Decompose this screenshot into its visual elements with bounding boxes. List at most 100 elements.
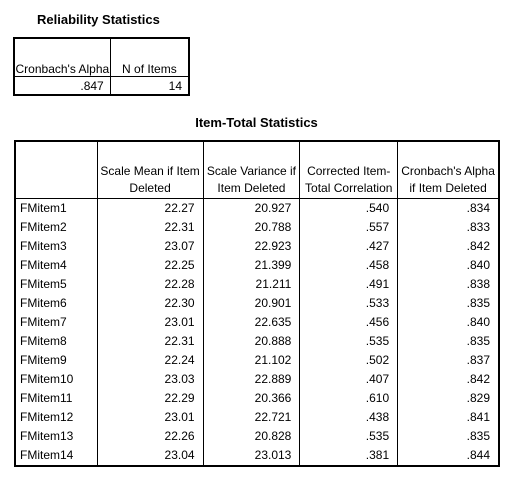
item-label: FMitem7 xyxy=(15,313,98,332)
scale-variance-cell: 21.399 xyxy=(203,256,301,275)
alpha-if-deleted-cell: .835 xyxy=(466,429,490,443)
item-header xyxy=(15,141,98,199)
corrected-correlation-cell: .535 xyxy=(299,332,399,351)
alpha-if-deleted-cell: .833 xyxy=(466,220,490,234)
item-label: FMitem6 xyxy=(15,294,98,313)
table-row: FMitem7 23.01 22.635.456 .840 xyxy=(15,313,499,332)
scale-variance-cell: 22.923 xyxy=(203,237,301,256)
scale-variance-cell: 20.927 xyxy=(203,198,301,218)
scale-variance-cell: 21.102 xyxy=(203,351,301,370)
corrected-correlation-cell: .438 xyxy=(299,408,399,427)
item-label: FMitem1 xyxy=(15,198,98,218)
scale-mean-cell: 22.31 xyxy=(97,332,204,351)
corrected-correlation-cell: .540 xyxy=(299,198,399,218)
corrected-correlation-cell: .456 xyxy=(299,313,399,332)
corrected-correlation-cell: .427 xyxy=(299,237,399,256)
corrected-correlation-cell: .533 xyxy=(299,294,399,313)
reliability-statistics-table: Cronbach's Alpha N of Items .847 14 xyxy=(13,37,190,96)
table-row: FMitem6 22.30 20.901.533 .835 xyxy=(15,294,499,313)
alpha-if-deleted-cell: .829 xyxy=(466,391,490,405)
table-row: FMitem14 23.04 23.013.381 .844 xyxy=(15,446,499,466)
table-row: FMitem8 22.31 20.888.535 .835 xyxy=(15,332,499,351)
item-label: FMitem11 xyxy=(15,389,98,408)
scale-mean-header: Scale Mean if Item Deleted xyxy=(97,141,204,199)
scale-mean-cell: 23.03 xyxy=(97,370,204,389)
alpha-if-deleted-cell: .835 xyxy=(466,296,490,310)
item-label: FMitem13 xyxy=(15,427,98,446)
table-row: FMitem5 22.28 21.211.491 .838 xyxy=(15,275,499,294)
alpha-if-deleted-cell: .837 xyxy=(466,353,490,367)
item-label: FMitem12 xyxy=(15,408,98,427)
scale-variance-cell: 22.635 xyxy=(203,313,301,332)
item-label: FMitem8 xyxy=(15,332,98,351)
item-label: FMitem3 xyxy=(15,237,98,256)
scale-mean-cell: 22.31 xyxy=(97,218,204,237)
scale-variance-cell: 20.828 xyxy=(203,427,301,446)
scale-mean-cell: 23.01 xyxy=(97,408,204,427)
n-of-items-value: 14 xyxy=(168,78,182,93)
reliability-statistics-title: Reliability Statistics xyxy=(37,12,160,27)
corrected-correlation-cell: .491 xyxy=(299,275,399,294)
scale-variance-cell: 20.901 xyxy=(203,294,301,313)
item-total-statistics-table: Scale Mean if Item Deleted Scale Varianc… xyxy=(14,140,500,467)
corrected-correlation-header: Corrected Item-Total Correlation xyxy=(299,141,399,199)
table-header-row: Cronbach's Alpha N of Items xyxy=(14,38,189,77)
table-row: FMitem9 22.24 21.102.502 .837 xyxy=(15,351,499,370)
table-row: FMitem13 22.26 20.828.535 .835 xyxy=(15,427,499,446)
corrected-correlation-cell: .535 xyxy=(299,427,399,446)
scale-mean-cell: 22.26 xyxy=(97,427,204,446)
scale-variance-cell: 21.211 xyxy=(203,275,301,294)
alpha-if-deleted-header: Cronbach's Alpha if Item Deleted xyxy=(397,141,499,199)
item-label: FMitem4 xyxy=(15,256,98,275)
table-row: FMitem4 22.25 21.399.458 .840 xyxy=(15,256,499,275)
item-label: FMitem5 xyxy=(15,275,98,294)
table-row: FMitem10 23.03 22.889.407 .842 xyxy=(15,370,499,389)
scale-variance-cell: 22.889 xyxy=(203,370,301,389)
alpha-if-deleted-cell: .834 xyxy=(466,201,490,215)
alpha-if-deleted-cell: .838 xyxy=(466,277,490,291)
scale-mean-cell: 22.29 xyxy=(97,389,204,408)
alpha-if-deleted-cell: .840 xyxy=(466,258,490,272)
scale-mean-cell: 22.27 xyxy=(97,198,204,218)
table-row: FMitem1 22.27 20.927.540 .834 xyxy=(15,198,499,218)
scale-variance-cell: 20.788 xyxy=(203,218,301,237)
alpha-if-deleted-cell: .844 xyxy=(466,448,490,462)
scale-variance-cell: 20.366 xyxy=(203,389,301,408)
table-row: FMitem2 22.31 20.788.557 .833 xyxy=(15,218,499,237)
corrected-correlation-cell: .610 xyxy=(299,389,399,408)
corrected-correlation-cell: .381 xyxy=(299,446,399,466)
table-header-row: Scale Mean if Item Deleted Scale Varianc… xyxy=(15,141,499,199)
alpha-if-deleted-cell: .841 xyxy=(466,410,490,424)
item-label: FMitem2 xyxy=(15,218,98,237)
scale-mean-cell: 23.01 xyxy=(97,313,204,332)
item-label: FMitem10 xyxy=(15,370,98,389)
scale-mean-cell: 23.04 xyxy=(97,446,204,466)
corrected-correlation-cell: .407 xyxy=(299,370,399,389)
corrected-correlation-cell: .458 xyxy=(299,256,399,275)
item-label: FMitem9 xyxy=(15,351,98,370)
corrected-correlation-cell: .557 xyxy=(299,218,399,237)
scale-mean-cell: 22.30 xyxy=(97,294,204,313)
scale-mean-cell: 22.25 xyxy=(97,256,204,275)
corrected-correlation-cell: .502 xyxy=(299,351,399,370)
table-row: .847 14 xyxy=(14,76,189,95)
table-row: FMitem12 23.01 22.721.438 .841 xyxy=(15,408,499,427)
scale-variance-cell: 20.888 xyxy=(203,332,301,351)
alpha-if-deleted-cell: .835 xyxy=(466,334,490,348)
item-total-statistics-title: Item-Total Statistics xyxy=(195,115,318,130)
alpha-if-deleted-cell: .840 xyxy=(466,315,490,329)
n-of-items-header: N of Items xyxy=(110,38,189,77)
table-row: FMitem3 23.07 22.923.427 .842 xyxy=(15,237,499,256)
scale-mean-cell: 23.07 xyxy=(97,237,204,256)
scale-mean-cell: 22.28 xyxy=(97,275,204,294)
item-label: FMitem14 xyxy=(15,446,98,466)
cronbachs-alpha-value: .847 xyxy=(14,76,111,95)
scale-variance-header: Scale Variance if Item Deleted xyxy=(203,141,301,199)
scale-mean-cell: 22.24 xyxy=(97,351,204,370)
cronbachs-alpha-header: Cronbach's Alpha xyxy=(14,38,111,77)
scale-variance-cell: 22.721 xyxy=(203,408,301,427)
alpha-if-deleted-cell: .842 xyxy=(466,372,490,386)
scale-variance-cell: 23.013 xyxy=(203,446,301,466)
alpha-if-deleted-cell: .842 xyxy=(466,239,490,253)
table-row: FMitem11 22.29 20.366.610 .829 xyxy=(15,389,499,408)
